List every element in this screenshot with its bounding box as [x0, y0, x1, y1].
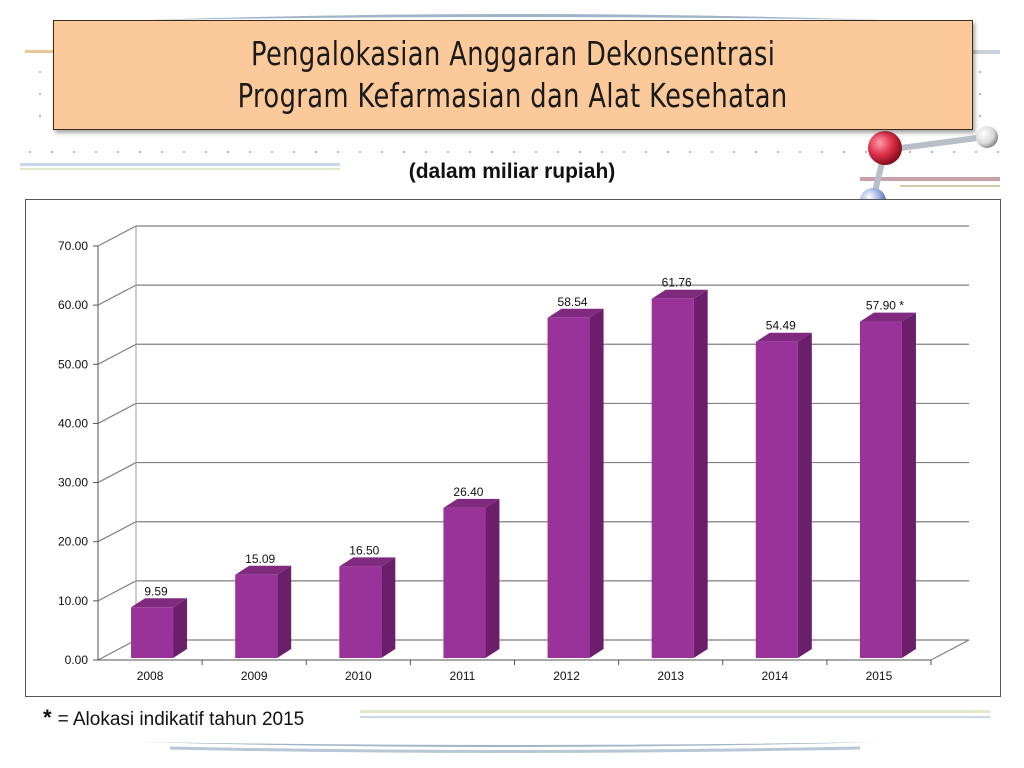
- x-tick-label-2013: 2013: [657, 669, 684, 683]
- bar-2014: [755, 341, 798, 658]
- gridline-side: [97, 402, 137, 424]
- gridline-side: [97, 462, 137, 484]
- bar-2011: [443, 507, 486, 658]
- data-label-2009: 15.09: [245, 552, 275, 566]
- bar-top-2014: [755, 332, 812, 342]
- y-tick-label: 20.00: [58, 535, 88, 549]
- bar-side-2011: [485, 498, 500, 658]
- bar-2013: [651, 298, 694, 658]
- bar-side-2012: [589, 308, 604, 658]
- floor-edge: [930, 639, 970, 661]
- gridline-side: [97, 225, 137, 247]
- data-label-2008: 9.59: [144, 584, 168, 598]
- x-tick-label-2015: 2015: [866, 669, 893, 683]
- bar-2010: [339, 566, 382, 658]
- y-tick-label: 50.00: [58, 357, 88, 371]
- bar-side-2015: [901, 312, 916, 658]
- x-tick-label-2014: 2014: [761, 669, 788, 683]
- footnote: * = Alokasi indikatif tahun 2015: [43, 705, 304, 731]
- bar-top-2009: [235, 565, 292, 575]
- y-tick-label: 40.00: [58, 416, 88, 430]
- bar-side-2009: [277, 565, 292, 658]
- bar-top-2008: [131, 598, 188, 608]
- gridline-side: [97, 639, 137, 661]
- bar-top-2012: [547, 308, 604, 318]
- x-tick-label-2011: 2011: [450, 669, 476, 683]
- bar-side-2014: [797, 332, 812, 658]
- chart-frame: 0.00 10.00 20.00 30.00 40.00 50.00 60.00 70.00 9…: [25, 199, 1001, 697]
- bar-chart: 0.00 10.00 20.00 30.00 40.00 50.00 60.00 70.00 9…: [58, 225, 970, 683]
- gridline-side: [97, 521, 137, 543]
- bar-side-2008: [173, 598, 188, 658]
- data-label-2010: 16.50: [349, 543, 379, 557]
- title-box: Pengalokasian Anggaran Dekonsentrasi Pro…: [53, 20, 973, 130]
- title-line-1: Pengalokasian Anggaran Dekonsentrasi: [250, 34, 776, 73]
- x-tick-label-2012: 2012: [553, 669, 580, 683]
- bar-top-2013: [651, 289, 708, 299]
- bar-top-2011: [443, 498, 500, 508]
- bar-top-2010: [339, 557, 396, 567]
- bar-side-2013: [693, 289, 708, 658]
- y-tick-label: 70.00: [58, 239, 88, 253]
- y-tick-label: 0.00: [65, 653, 89, 667]
- chart-subtitle: (dalam miliar rupiah): [408, 160, 616, 183]
- y-tick-label: 10.00: [58, 594, 88, 608]
- bar-top-2015: [859, 312, 916, 322]
- gridline-side: [97, 580, 137, 602]
- data-label-2013: 61.76: [662, 276, 692, 290]
- y-tick-label: 30.00: [58, 476, 88, 490]
- x-tick-label-2010: 2010: [345, 669, 372, 683]
- bar-2015: [859, 321, 902, 658]
- data-label-2014: 54.49: [766, 319, 796, 333]
- bar-2008: [131, 607, 174, 658]
- data-label-2015: 57.90 *: [866, 299, 904, 313]
- x-tick-label-2008: 2008: [137, 669, 164, 683]
- gridline-side: [97, 284, 137, 306]
- data-label-2011: 26.40: [453, 485, 483, 499]
- y-tick-label: 60.00: [58, 298, 88, 312]
- x-tick-label-2009: 2009: [241, 669, 268, 683]
- data-label-2012: 58.54: [558, 295, 588, 309]
- gridline-side: [97, 343, 137, 365]
- bar-2012: [547, 317, 590, 658]
- bar-2009: [235, 574, 278, 658]
- footnote-text: = Alokasi indikatif tahun 2015: [57, 709, 305, 730]
- title-line-2: Program Kefarmasian dan Alat Kesehatan: [237, 76, 789, 115]
- bar-side-2010: [381, 557, 396, 658]
- footnote-asterisk: *: [43, 705, 52, 730]
